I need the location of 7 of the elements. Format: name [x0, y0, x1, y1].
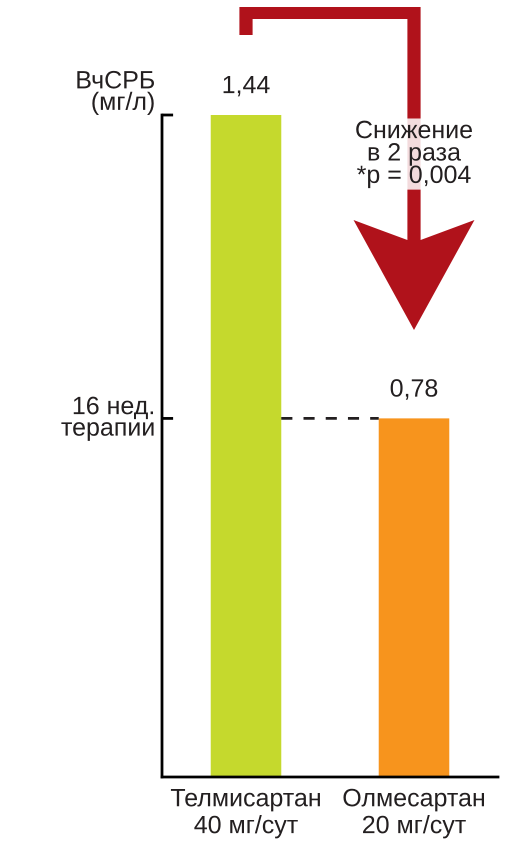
ref-line-label: 16 нед. терапии [61, 396, 154, 441]
x-tick-label: Олмесартан 20 мг/сут [343, 788, 484, 838]
annotation: Снижение в 2 раза *p = 0,004 [356, 120, 472, 188]
data-label: 1,44 [224, 76, 270, 96]
y-axis-title: ВчСРБ (мг/л) [77, 70, 154, 115]
x-tick-label: Телмисартан 40 мг/сут [170, 789, 320, 838]
data-label: 0,78 [390, 379, 438, 400]
